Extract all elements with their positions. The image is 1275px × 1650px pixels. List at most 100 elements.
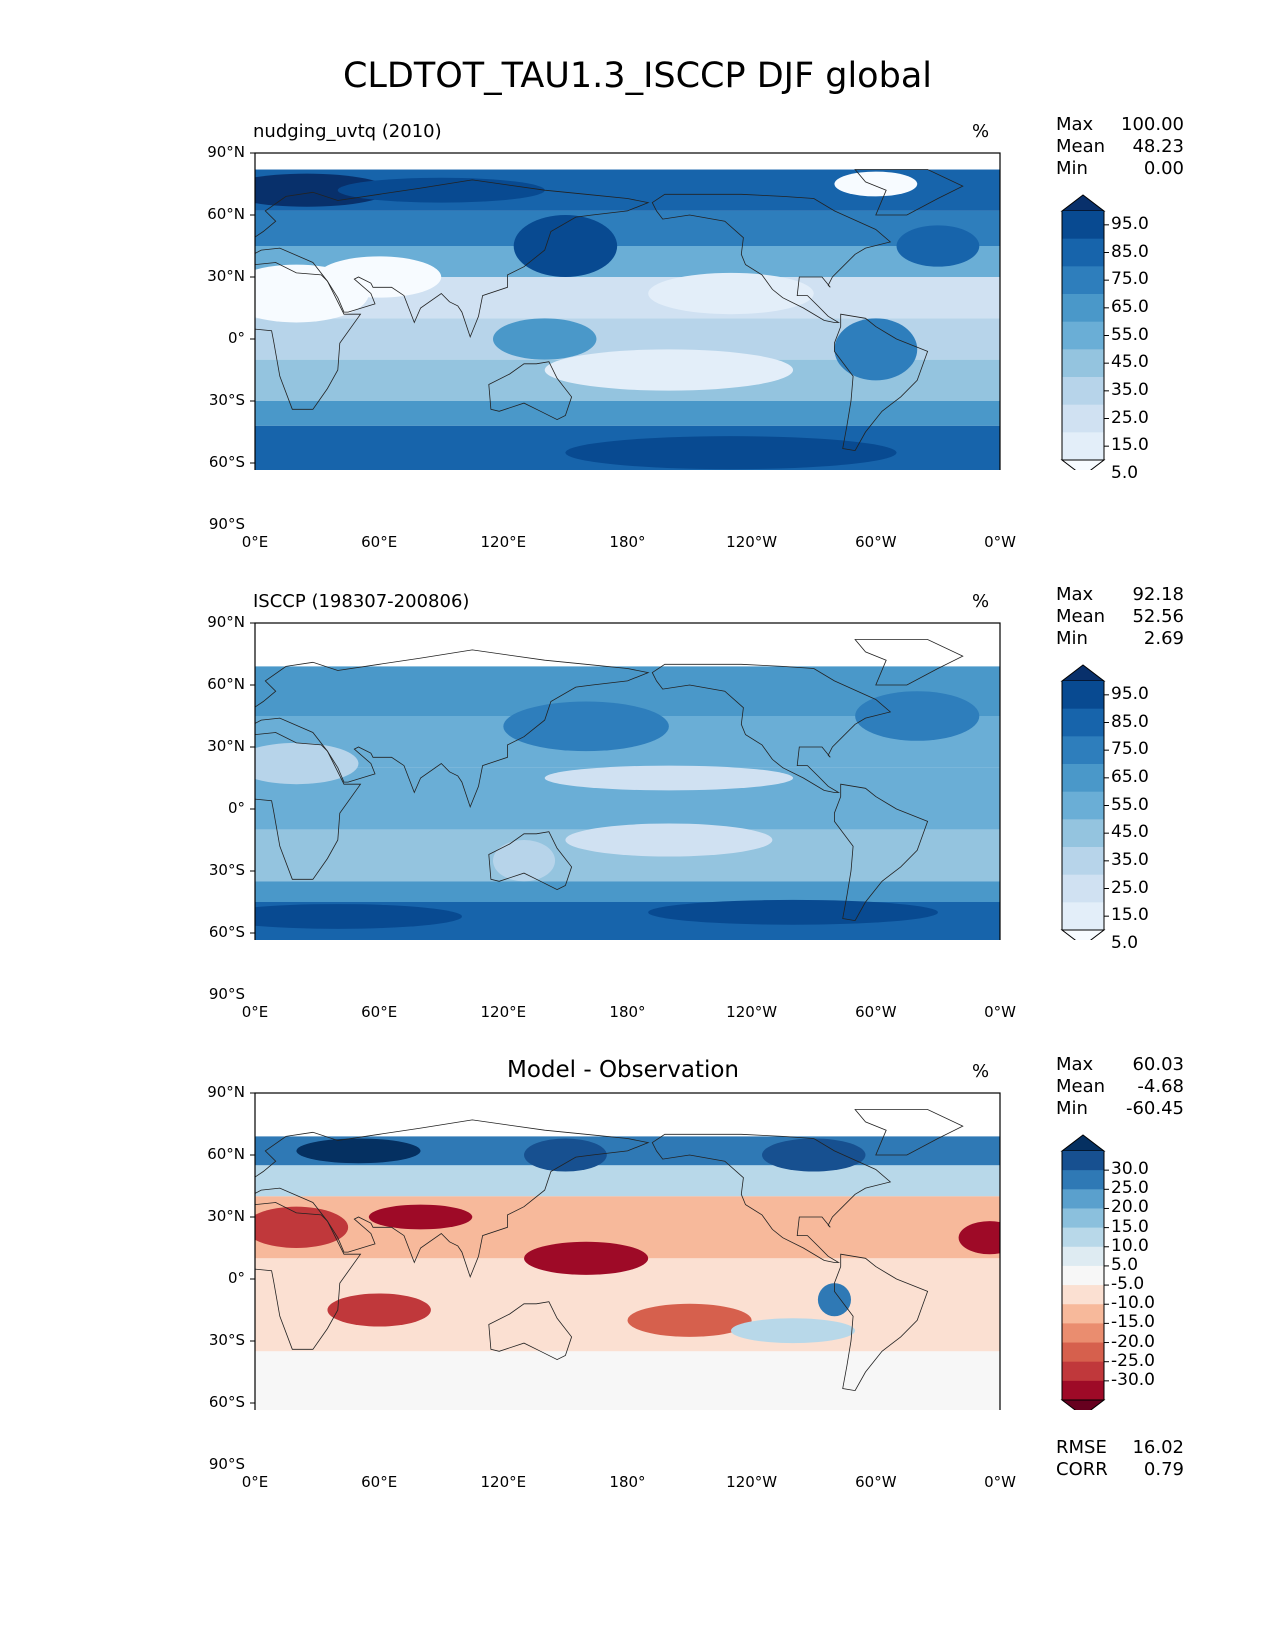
lat-tick-label: 60°S bbox=[208, 453, 245, 471]
lon-tick-label: 180° bbox=[609, 1473, 646, 1491]
lat-tick-label: 90°N bbox=[207, 143, 245, 161]
coastline bbox=[255, 1119, 650, 1279]
stats-block: Max 100.00 Mean 48.23 Min 0.00 bbox=[1056, 114, 1184, 180]
coastline bbox=[834, 313, 929, 452]
coastline bbox=[651, 663, 892, 793]
colorbar-tick-label: 45.0 bbox=[1111, 822, 1149, 843]
coastline bbox=[255, 649, 650, 809]
lon-tick-label: 60°W bbox=[855, 533, 897, 551]
coastline bbox=[834, 1253, 929, 1392]
lon-tick-label: 60°E bbox=[361, 533, 398, 551]
coastline bbox=[651, 1133, 892, 1263]
colorbar-tick-label: 15.0 bbox=[1111, 435, 1149, 456]
stat-label: Mean bbox=[1056, 1076, 1106, 1097]
lon-tick-label: 0°W bbox=[984, 533, 1016, 551]
stat-label: Mean bbox=[1056, 606, 1106, 627]
lat-tick-label: 0° bbox=[227, 799, 245, 817]
colorbar-tick-label: -20.0 bbox=[1111, 1331, 1155, 1352]
colorbar-tick-label: 65.0 bbox=[1111, 296, 1149, 317]
stats-block: Max 92.18 Mean 52.56 Min 2.69 bbox=[1056, 584, 1184, 650]
colorbar-tick-label: 15.0 bbox=[1111, 1216, 1149, 1237]
colorbar-tick-label: 85.0 bbox=[1111, 241, 1149, 262]
colorbar bbox=[1060, 664, 1106, 940]
coastline bbox=[854, 1109, 964, 1156]
colorbar-tick-label: 25.0 bbox=[1111, 1178, 1149, 1199]
lat-tick-label: 60°S bbox=[208, 923, 245, 941]
lon-tick-label: 60°E bbox=[361, 1003, 398, 1021]
lon-tick-label: 180° bbox=[609, 1003, 646, 1021]
difference-panel: Model - Observation % Max 60.03 Mean -4.68… bbox=[0, 940, 1275, 1491]
colorbar-tick-label: 95.0 bbox=[1111, 213, 1149, 234]
colorbar-tick-label: 75.0 bbox=[1111, 269, 1149, 290]
panel-title: ISCCP (198307-200806) bbox=[253, 591, 470, 612]
lon-tick-label: 120°E bbox=[480, 1003, 527, 1021]
units-label: % bbox=[972, 591, 990, 612]
colorbar bbox=[1060, 194, 1106, 470]
colorbar-tick-label: 20.0 bbox=[1111, 1197, 1149, 1218]
observation-panel: ISCCP (198307-200806) % Max 92.18 Mean 52.… bbox=[0, 470, 1275, 1021]
lon-tick-label: 120°W bbox=[726, 1003, 778, 1021]
lon-tick-label: 0°E bbox=[241, 1003, 269, 1021]
lon-tick-label: 60°E bbox=[361, 1473, 398, 1491]
colorbar-tick-label: 30.0 bbox=[1111, 1159, 1149, 1180]
colorbar-tick-label: 25.0 bbox=[1111, 877, 1149, 898]
colorbar-tick-label: 5.0 bbox=[1111, 1254, 1139, 1275]
model-panel: nudging_uvtq (2010) % Max 100.00 Mean 48.2… bbox=[0, 0, 1275, 551]
lat-tick-label: 60°N bbox=[207, 205, 245, 223]
map-plot bbox=[250, 1092, 1109, 1410]
lon-tick-label: 60°W bbox=[855, 1473, 897, 1491]
stat-label: Mean bbox=[1056, 136, 1106, 157]
coastline bbox=[488, 1301, 573, 1361]
colorbar-tick-label: 75.0 bbox=[1111, 739, 1149, 760]
stat-value: 48.23 bbox=[1132, 136, 1184, 157]
lat-tick-label: 90°S bbox=[208, 985, 245, 1003]
colorbar-tick-label: 35.0 bbox=[1111, 379, 1149, 400]
coastlines bbox=[255, 169, 964, 452]
lat-tick-label: 90°N bbox=[207, 613, 245, 631]
lat-tick-label: 30°S bbox=[208, 1331, 245, 1349]
metric-value: 16.02 bbox=[1132, 1437, 1184, 1458]
lon-tick-label: 0°E bbox=[241, 1473, 269, 1491]
stat-label: Min bbox=[1056, 158, 1088, 179]
metric-label: RMSE bbox=[1056, 1437, 1107, 1458]
colorbar-tick-label: 35.0 bbox=[1111, 849, 1149, 870]
coastline bbox=[255, 262, 362, 410]
lon-tick-label: 120°W bbox=[726, 533, 778, 551]
coastline bbox=[854, 169, 964, 216]
map-plot bbox=[250, 152, 1109, 470]
colorbar-tick-label: -5.0 bbox=[1111, 1274, 1145, 1295]
coastline bbox=[255, 1202, 362, 1350]
coastline bbox=[854, 639, 964, 686]
map-plot bbox=[250, 622, 1109, 940]
stat-label: Max bbox=[1056, 584, 1094, 605]
lat-tick-label: 90°N bbox=[207, 1083, 245, 1101]
colorbar-tick-label: 95.0 bbox=[1111, 683, 1149, 704]
figure-title: CLDTOT_TAU1.3_ISCCP DJF global bbox=[342, 56, 932, 96]
colorbar-tick-label: -10.0 bbox=[1111, 1293, 1155, 1314]
lat-tick-label: 30°S bbox=[208, 861, 245, 879]
colorbar-tick-label: 85.0 bbox=[1111, 711, 1149, 732]
lat-tick-label: 60°N bbox=[207, 1145, 245, 1163]
colorbar-tick-label: -25.0 bbox=[1111, 1350, 1155, 1371]
units-label: % bbox=[972, 121, 990, 142]
stat-label: Min bbox=[1056, 1098, 1088, 1119]
lat-tick-label: 60°S bbox=[208, 1393, 245, 1411]
stat-value: 0.00 bbox=[1143, 158, 1184, 179]
stat-value: 100.00 bbox=[1121, 114, 1184, 135]
coastline bbox=[651, 193, 892, 323]
coastline bbox=[255, 732, 362, 880]
coastlines bbox=[255, 1109, 964, 1392]
lat-tick-label: 30°S bbox=[208, 391, 245, 409]
lon-tick-label: 120°E bbox=[480, 533, 527, 551]
lon-tick-label: 60°W bbox=[855, 1003, 897, 1021]
stat-value: 52.56 bbox=[1132, 606, 1184, 627]
coastlines bbox=[255, 639, 964, 922]
colorbar-tick-label: -15.0 bbox=[1111, 1312, 1155, 1333]
lat-tick-label: 90°S bbox=[208, 515, 245, 533]
stats-block: Max 60.03 Mean -4.68 Min -60.45 bbox=[1056, 1054, 1184, 1120]
cloud-field bbox=[255, 1093, 1000, 1410]
coastline bbox=[488, 361, 573, 421]
lat-tick-label: 0° bbox=[227, 329, 245, 347]
lon-tick-label: 0°W bbox=[984, 1003, 1016, 1021]
colorbar-tick-label: 55.0 bbox=[1111, 324, 1149, 345]
